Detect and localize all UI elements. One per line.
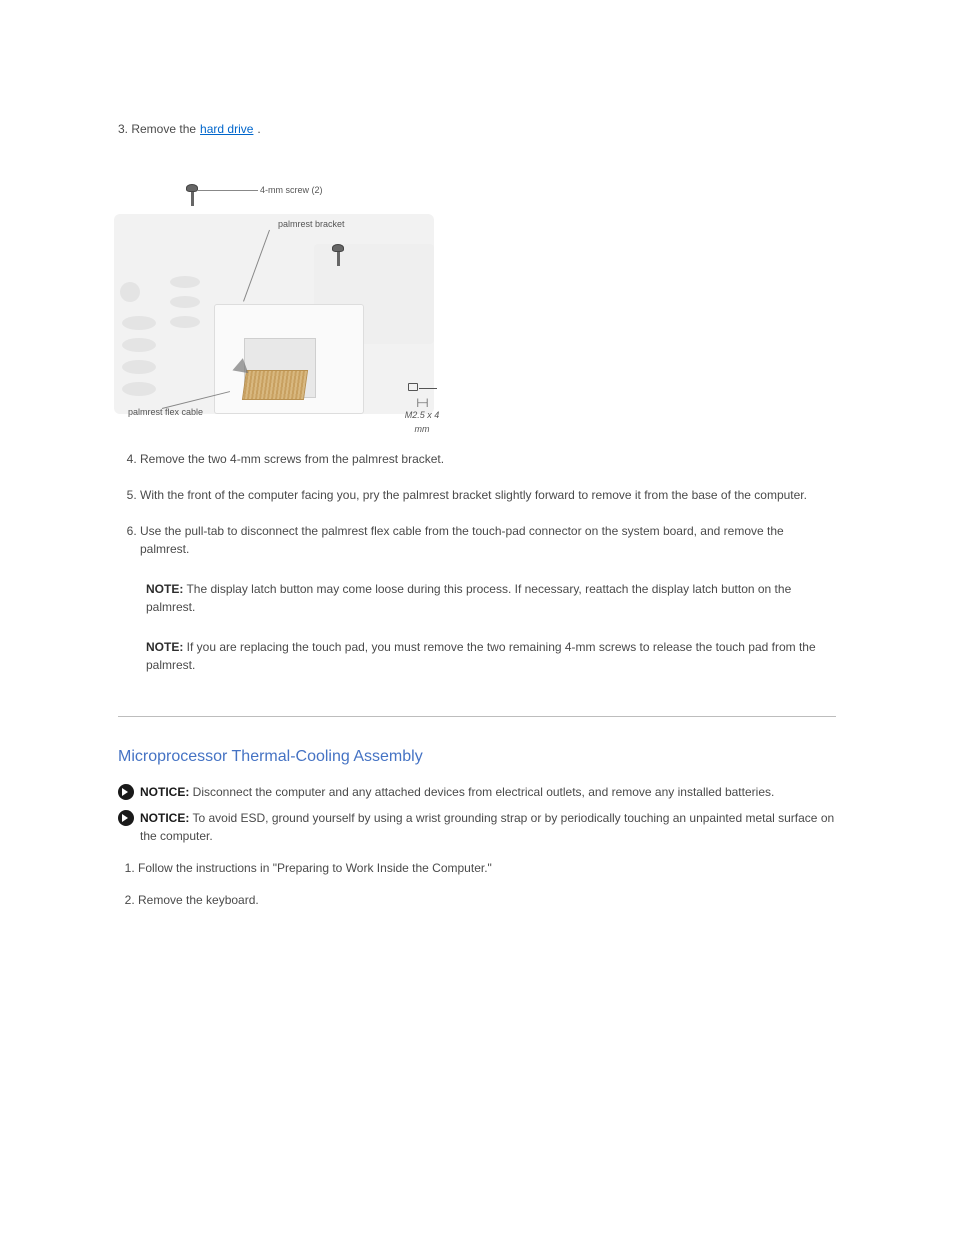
note-1-text: The display latch button may come loose … (146, 582, 791, 614)
note-2-text: If you are replacing the touch pad, you … (146, 640, 816, 672)
notice-icon (118, 784, 134, 800)
page-body: 3. Remove the hard drive. (0, 0, 954, 983)
notice-1-text: Disconnect the computer and any attached… (189, 785, 774, 799)
note-2-label: NOTE: (146, 640, 183, 654)
label-flex: palmrest flex cable (128, 406, 203, 420)
slot-deco (122, 338, 156, 352)
notice-2-label: NOTICE: (140, 811, 189, 825)
notice-2-text-wrap: NOTICE: To avoid ESD, ground yourself by… (140, 809, 836, 845)
steps-list-a: Remove the two 4-mm screws from the palm… (140, 450, 836, 558)
label-screw: 4-mm screw (2) (260, 184, 323, 198)
note-1-label: NOTE: (146, 582, 183, 596)
step-3-prefix: 3. Remove the (118, 120, 196, 138)
procedure-list: Follow the instructions in "Preparing to… (138, 859, 836, 909)
slot-deco (122, 316, 156, 330)
slot-deco (122, 360, 156, 374)
palmrest-figure: 4-mm screw (2) palmrest bracket palmrest… (114, 156, 446, 426)
slot-deco (120, 282, 140, 302)
dim-text: M2.5 x 4 mm (399, 409, 445, 436)
notice-icon (118, 810, 134, 826)
screw-dimension-icon: |—| M2.5 x 4 mm (399, 380, 445, 436)
proc-step-1: Follow the instructions in "Preparing to… (138, 859, 836, 877)
step-3-row: 3. Remove the hard drive. (118, 120, 836, 138)
proc-step-2: Remove the keyboard. (138, 891, 836, 909)
figure-container: 4-mm screw (2) palmrest bracket palmrest… (118, 156, 836, 426)
step-6: Use the pull-tab to disconnect the palmr… (140, 522, 836, 558)
notice-1-label: NOTICE: (140, 785, 189, 799)
slot-deco (170, 276, 200, 288)
slot-deco (170, 316, 200, 328)
step-5: With the front of the computer facing yo… (140, 486, 836, 504)
screw-right (332, 244, 344, 266)
notice-2: NOTICE: To avoid ESD, ground yourself by… (118, 809, 836, 845)
leader-line (198, 190, 258, 191)
screw-left (186, 184, 198, 206)
notice-1-text-wrap: NOTICE: Disconnect the computer and any … (140, 783, 774, 801)
slot-deco (122, 382, 156, 396)
section-divider (118, 716, 836, 717)
step-4: Remove the two 4-mm screws from the palm… (140, 450, 836, 468)
notice-1: NOTICE: Disconnect the computer and any … (118, 783, 836, 801)
top-whitespace (118, 0, 836, 120)
section-title: Microprocessor Thermal-Cooling Assembly (118, 745, 836, 769)
label-bracket: palmrest bracket (278, 218, 345, 232)
note-2: NOTE: If you are replacing the touch pad… (146, 638, 836, 674)
flex-cable-shape (242, 370, 308, 400)
notice-2-text: To avoid ESD, ground yourself by using a… (140, 811, 834, 843)
note-1: NOTE: The display latch button may come … (146, 580, 836, 616)
hard-drive-link[interactable]: hard drive (200, 120, 253, 138)
step-3-suffix: . (257, 120, 260, 138)
slot-deco (170, 296, 200, 308)
